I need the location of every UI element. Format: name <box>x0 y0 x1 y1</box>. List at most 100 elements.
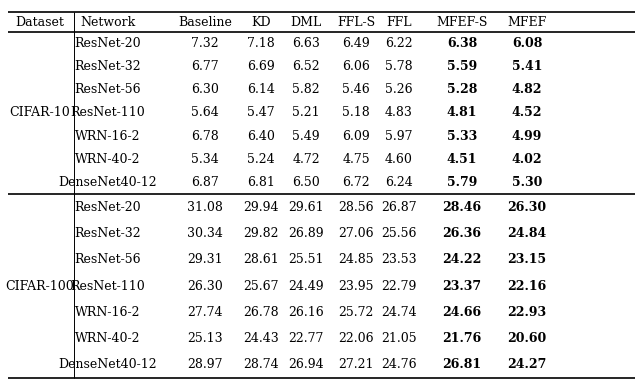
Text: 26.30: 26.30 <box>508 201 547 214</box>
Text: ResNet-20: ResNet-20 <box>75 37 141 50</box>
Text: 4.81: 4.81 <box>447 106 477 120</box>
Text: 5.21: 5.21 <box>292 106 320 120</box>
Text: 5.46: 5.46 <box>342 83 370 96</box>
Text: 26.94: 26.94 <box>288 359 324 371</box>
Text: 6.69: 6.69 <box>247 60 275 73</box>
Text: 22.79: 22.79 <box>381 279 417 293</box>
Text: WRN-40-2: WRN-40-2 <box>76 332 141 345</box>
Text: 5.47: 5.47 <box>247 106 275 120</box>
Text: 4.72: 4.72 <box>292 153 320 166</box>
Text: 28.97: 28.97 <box>188 359 223 371</box>
Text: 6.49: 6.49 <box>342 37 370 50</box>
Text: 28.56: 28.56 <box>338 201 374 214</box>
Text: 6.24: 6.24 <box>385 176 413 189</box>
Text: Baseline: Baseline <box>178 16 232 28</box>
Text: 24.84: 24.84 <box>508 227 547 240</box>
Text: WRN-40-2: WRN-40-2 <box>76 153 141 166</box>
Text: 24.74: 24.74 <box>381 306 417 319</box>
Text: 5.28: 5.28 <box>447 83 477 96</box>
Text: ResNet-32: ResNet-32 <box>75 227 141 240</box>
Text: ResNet-110: ResNet-110 <box>70 106 145 120</box>
Text: 24.66: 24.66 <box>442 306 481 319</box>
Text: CIFAR-100: CIFAR-100 <box>6 279 74 293</box>
Text: 6.38: 6.38 <box>447 37 477 50</box>
Text: 30.34: 30.34 <box>187 227 223 240</box>
Text: 7.18: 7.18 <box>247 37 275 50</box>
Text: 29.94: 29.94 <box>243 201 279 214</box>
Text: MFEF: MFEF <box>508 16 547 28</box>
Text: 24.27: 24.27 <box>508 359 547 371</box>
Text: 23.37: 23.37 <box>442 279 481 293</box>
Text: 6.52: 6.52 <box>292 60 320 73</box>
Text: MFEF-S: MFEF-S <box>436 16 488 28</box>
Text: 6.72: 6.72 <box>342 176 370 189</box>
Text: 26.36: 26.36 <box>442 227 481 240</box>
Text: 24.76: 24.76 <box>381 359 417 371</box>
Text: 26.78: 26.78 <box>243 306 279 319</box>
Text: 5.97: 5.97 <box>385 130 413 143</box>
Text: 25.67: 25.67 <box>243 279 279 293</box>
Text: 26.89: 26.89 <box>288 227 324 240</box>
Text: 5.26: 5.26 <box>385 83 413 96</box>
Text: Dataset: Dataset <box>15 16 65 28</box>
Text: 4.51: 4.51 <box>447 153 477 166</box>
Text: WRN-16-2: WRN-16-2 <box>76 130 141 143</box>
Text: 25.56: 25.56 <box>381 227 417 240</box>
Text: DenseNet40-12: DenseNet40-12 <box>59 359 157 371</box>
Text: 21.05: 21.05 <box>381 332 417 345</box>
Text: 28.61: 28.61 <box>243 253 279 266</box>
Text: 5.24: 5.24 <box>247 153 275 166</box>
Text: DenseNet40-12: DenseNet40-12 <box>59 176 157 189</box>
Text: 22.16: 22.16 <box>508 279 547 293</box>
Text: KD: KD <box>251 16 271 28</box>
Text: 6.22: 6.22 <box>385 37 413 50</box>
Text: 27.21: 27.21 <box>339 359 374 371</box>
Text: 26.81: 26.81 <box>442 359 481 371</box>
Text: 23.15: 23.15 <box>508 253 547 266</box>
Text: 29.31: 29.31 <box>187 253 223 266</box>
Text: Network: Network <box>81 16 136 28</box>
Text: 24.49: 24.49 <box>288 279 324 293</box>
Text: 5.59: 5.59 <box>447 60 477 73</box>
Text: FFL: FFL <box>387 16 412 28</box>
Text: 5.78: 5.78 <box>385 60 413 73</box>
Text: 7.32: 7.32 <box>191 37 219 50</box>
Text: 5.64: 5.64 <box>191 106 219 120</box>
Text: 5.34: 5.34 <box>191 153 219 166</box>
Text: ResNet-56: ResNet-56 <box>75 253 141 266</box>
Text: 4.75: 4.75 <box>342 153 370 166</box>
Text: 23.95: 23.95 <box>339 279 374 293</box>
Text: ResNet-20: ResNet-20 <box>75 201 141 214</box>
Text: 24.43: 24.43 <box>243 332 279 345</box>
Text: 28.74: 28.74 <box>243 359 279 371</box>
Text: 6.06: 6.06 <box>342 60 370 73</box>
Text: 6.09: 6.09 <box>342 130 370 143</box>
Text: 6.78: 6.78 <box>191 130 219 143</box>
Text: 5.41: 5.41 <box>512 60 542 73</box>
Text: 6.63: 6.63 <box>292 37 320 50</box>
Text: 4.82: 4.82 <box>512 83 542 96</box>
Text: WRN-16-2: WRN-16-2 <box>76 306 141 319</box>
Text: 23.53: 23.53 <box>381 253 417 266</box>
Text: ResNet-56: ResNet-56 <box>75 83 141 96</box>
Text: 22.93: 22.93 <box>508 306 547 319</box>
Text: 6.77: 6.77 <box>191 60 219 73</box>
Text: 24.85: 24.85 <box>338 253 374 266</box>
Text: 6.50: 6.50 <box>292 176 320 189</box>
Text: 25.72: 25.72 <box>339 306 374 319</box>
Text: 20.60: 20.60 <box>508 332 547 345</box>
Text: 5.33: 5.33 <box>447 130 477 143</box>
Text: 5.30: 5.30 <box>512 176 542 189</box>
Text: 5.82: 5.82 <box>292 83 320 96</box>
Text: 22.06: 22.06 <box>338 332 374 345</box>
Text: 6.14: 6.14 <box>247 83 275 96</box>
Text: 27.06: 27.06 <box>338 227 374 240</box>
Text: 29.82: 29.82 <box>243 227 279 240</box>
Text: 4.99: 4.99 <box>512 130 542 143</box>
Text: CIFAR-10: CIFAR-10 <box>10 106 70 120</box>
Text: 21.76: 21.76 <box>442 332 482 345</box>
Text: 4.83: 4.83 <box>385 106 413 120</box>
Text: 25.13: 25.13 <box>187 332 223 345</box>
Text: 6.30: 6.30 <box>191 83 219 96</box>
Text: 4.02: 4.02 <box>512 153 542 166</box>
